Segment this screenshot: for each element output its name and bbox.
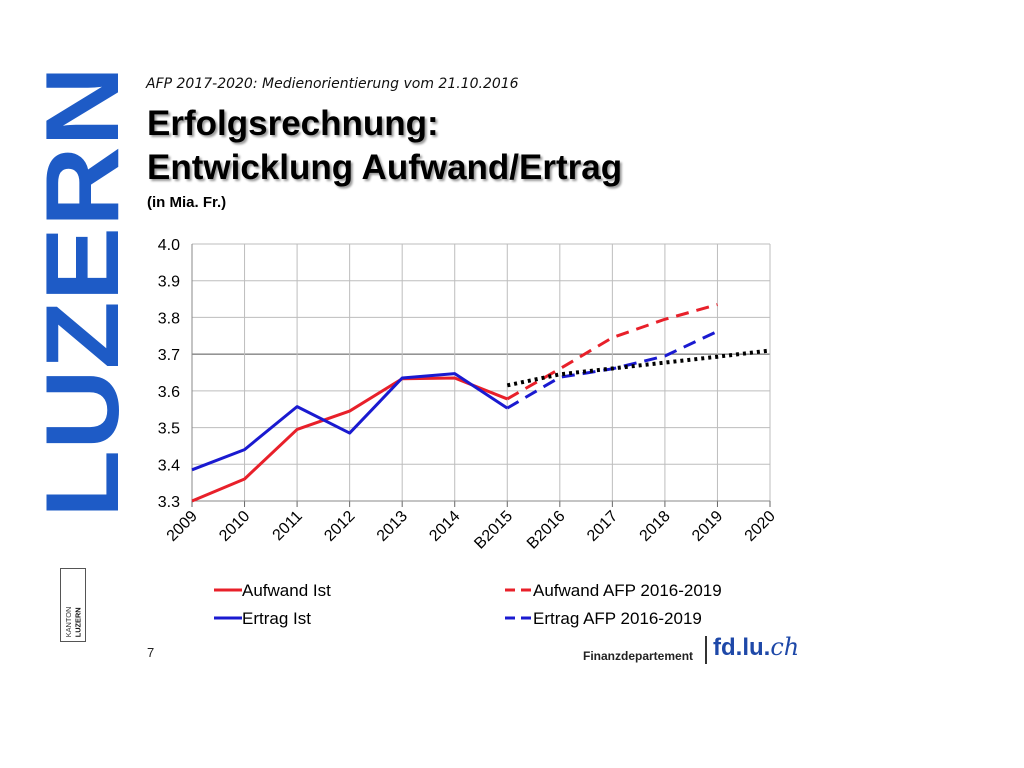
series-line-aufwand-afp-2016-2019 bbox=[506, 303, 718, 401]
x-tick-label: B2015 bbox=[471, 508, 516, 553]
legend-label: Aufwand AFP 2016-2019 bbox=[533, 581, 722, 600]
legend-label: Aufwand Ist bbox=[242, 581, 331, 600]
site-main: fd.lu. bbox=[713, 634, 771, 661]
site-link[interactable]: fd.lu.ch bbox=[713, 633, 799, 662]
x-tick-label: 2020 bbox=[742, 508, 779, 545]
mini-logo-kanton: KANTON bbox=[64, 607, 73, 638]
x-tick-label: 2011 bbox=[270, 508, 306, 544]
y-tick-label: 3.4 bbox=[158, 457, 180, 474]
slide-title-line1: Erfolgsrechnung: bbox=[147, 104, 439, 143]
y-tick-label: 4.0 bbox=[158, 237, 180, 254]
legend-label: Ertrag Ist bbox=[242, 609, 311, 628]
luzern-logo: LUZERN bbox=[25, 66, 141, 518]
x-tick-label: 2014 bbox=[426, 508, 463, 545]
y-tick-label: 3.9 bbox=[158, 274, 180, 291]
y-tick-label: 3.7 bbox=[158, 347, 180, 364]
x-tick-label: 2018 bbox=[637, 508, 674, 545]
y-tick-label: 3.5 bbox=[158, 421, 180, 438]
department-name: Finanzdepartement bbox=[583, 649, 694, 663]
slide-title: Erfolgsrechnung: Entwicklung Aufwand/Ert… bbox=[147, 102, 622, 190]
mini-logo-luzern: LUZERN bbox=[73, 607, 82, 637]
y-tick-label: 3.6 bbox=[158, 384, 180, 401]
x-tick-label: B2016 bbox=[524, 508, 569, 553]
x-tick-label: 2012 bbox=[321, 508, 358, 545]
series-line-trend-dotted bbox=[506, 348, 771, 388]
x-tick-label: 2009 bbox=[164, 508, 201, 545]
site-tld: ch bbox=[770, 633, 800, 661]
kanton-luzern-mini-logo: KANTON LUZERN bbox=[60, 568, 86, 642]
x-tick-label: 2013 bbox=[374, 508, 411, 545]
kanton-luzern-mini-graphic: KANTON LUZERN bbox=[64, 607, 82, 638]
luzern-logo-text: LUZERN bbox=[40, 66, 126, 518]
x-tick-label: 2017 bbox=[584, 508, 621, 545]
slide-subtitle: AFP 2017-2020: Medienorientierung vom 21… bbox=[146, 76, 519, 92]
y-tick-label: 3.8 bbox=[158, 310, 180, 327]
x-tick-label: 2019 bbox=[689, 508, 726, 545]
unit-label: (in Mia. Fr.) bbox=[147, 194, 227, 211]
footer-divider bbox=[705, 636, 707, 664]
y-tick-label: 3.3 bbox=[158, 494, 180, 511]
series-line-ertrag-ist bbox=[191, 372, 509, 472]
legend-label: Ertrag AFP 2016-2019 bbox=[533, 609, 702, 628]
series-line-aufwand-ist bbox=[191, 376, 508, 503]
luzern-logo-graphic: LUZERN bbox=[25, 66, 141, 518]
page-number: 7 bbox=[147, 645, 155, 660]
slide-title-line2: Entwicklung Aufwand/Ertrag bbox=[147, 148, 623, 187]
x-tick-label: 2010 bbox=[216, 508, 253, 545]
